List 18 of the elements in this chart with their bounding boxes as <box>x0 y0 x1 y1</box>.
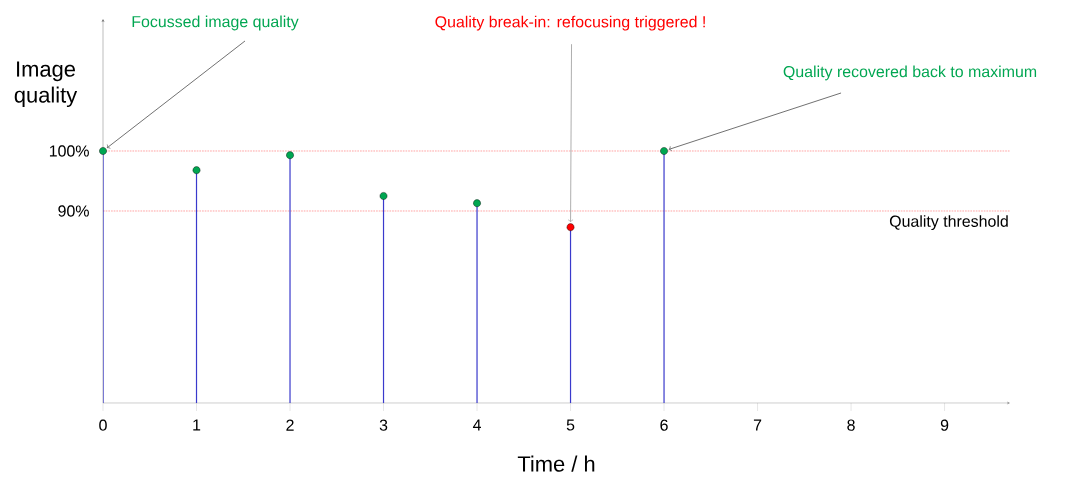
x-tick-label: 9 <box>940 419 949 431</box>
x-tick-label: 7 <box>753 419 762 431</box>
x-tick-label: 6 <box>660 419 668 431</box>
x-tick-label: 4 <box>472 419 481 431</box>
x-tick-label: 2 <box>286 419 294 431</box>
y-tick-label: 90% <box>58 205 89 217</box>
annotation: Quality recovered back to maximum <box>783 65 1037 81</box>
x-tick-label: 5 <box>566 419 575 431</box>
y-axis-title: Image quality <box>14 61 78 108</box>
x-tick-label: 0 <box>99 419 107 431</box>
x-tick-label: 1 <box>193 419 201 431</box>
x-tick-label: 3 <box>379 419 388 431</box>
x-axis-title: Time / h <box>517 455 595 472</box>
y-tick-label: 100% <box>49 145 89 157</box>
annotation: Focussed image quality <box>132 15 299 31</box>
x-tick-label: 8 <box>847 419 855 431</box>
ref-line-label: Quality threshold <box>889 215 1008 231</box>
annotation: Quality break-in: refocusing triggered ! <box>435 15 705 31</box>
